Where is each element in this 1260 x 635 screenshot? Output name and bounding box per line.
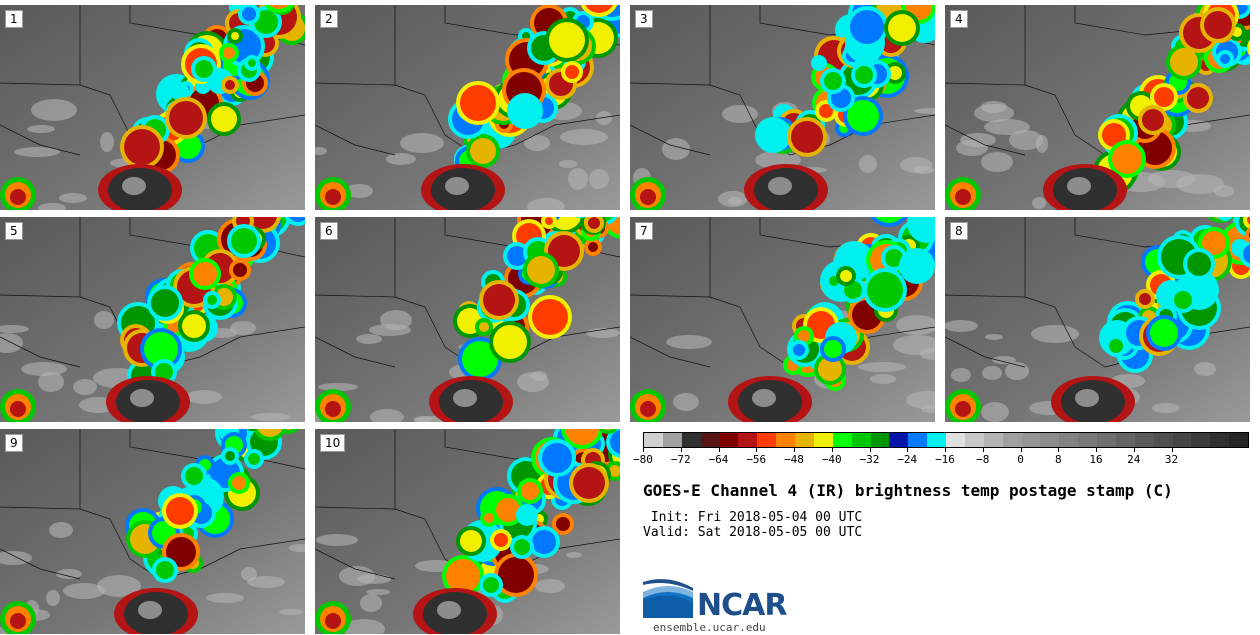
panel-number: 8 xyxy=(950,222,968,240)
colorbar-swatch xyxy=(795,433,814,447)
colorbar-swatch xyxy=(1040,433,1060,447)
colorbar-swatch xyxy=(1002,433,1022,447)
colorbar-tick xyxy=(1058,447,1060,452)
colorbar-swatch xyxy=(946,433,965,447)
valid-time: Valid: Sat 2018-05-05 00 UTC xyxy=(643,525,863,540)
panel-number: 4 xyxy=(950,10,968,28)
colorbar-tick-label: −72 xyxy=(670,453,691,466)
colorbar-tick xyxy=(1171,447,1173,452)
colorbar-tick xyxy=(680,447,682,452)
colorbar-tick-label: −48 xyxy=(784,453,804,466)
site-url[interactable]: ensemble.ucar.edu xyxy=(653,621,766,634)
postage-stamp-panel: 1 xyxy=(0,5,305,210)
colorbar-tick-label: −8 xyxy=(976,453,990,466)
postage-stamp-panel: 6 xyxy=(315,217,620,422)
colorbar-tick-label: 0 xyxy=(1017,453,1024,466)
colorbar-swatch xyxy=(1172,433,1192,447)
ncar-logo-icon xyxy=(643,579,693,618)
colorbar-swatch xyxy=(1153,433,1173,447)
postage-stamp-panel: 2 xyxy=(315,5,620,210)
colorbar-swatch xyxy=(983,433,1003,447)
colorbar-tick-label: −80 xyxy=(633,453,653,466)
colorbar-tick xyxy=(718,447,720,452)
colorbar-swatch xyxy=(738,433,758,447)
colorbar-tick xyxy=(869,447,871,452)
colorbar-tick xyxy=(945,447,946,452)
colorbar-tick-label: −40 xyxy=(821,453,842,466)
panel-number: 6 xyxy=(320,222,338,240)
colorbar-tick-label: 32 xyxy=(1164,453,1179,466)
colorbar-swatch xyxy=(1191,433,1211,447)
panel-number: 10 xyxy=(320,434,346,452)
postage-stamp-panel: 10 xyxy=(315,429,620,634)
colorbar-swatch xyxy=(908,433,928,447)
colorbar-tick xyxy=(982,447,984,452)
colorbar-swatch xyxy=(832,433,852,447)
colorbar-tick-label: −56 xyxy=(746,453,767,466)
colorbar-tick-label: 24 xyxy=(1127,453,1141,466)
postage-stamp-panel: 4 xyxy=(945,5,1250,210)
colorbar-swatch xyxy=(813,433,833,447)
colorbar-tick xyxy=(907,447,909,452)
colorbar-swatch xyxy=(662,433,682,447)
postage-stamp-panel: 7 xyxy=(630,217,935,422)
chart-title: GOES-E Channel 4 (IR) brightness temp po… xyxy=(643,481,1173,500)
colorbar xyxy=(643,432,1249,448)
panel-number: 5 xyxy=(5,222,23,240)
postage-stamp-panel: 8 xyxy=(945,217,1250,422)
colorbar-swatch xyxy=(889,433,909,447)
colorbar-swatch xyxy=(1021,433,1041,447)
colorbar-tick-label: −32 xyxy=(859,453,880,466)
colorbar-tick xyxy=(643,447,644,452)
postage-stamp-panel: 3 xyxy=(630,5,935,210)
colorbar-swatch xyxy=(1059,433,1079,447)
colorbar-swatch xyxy=(700,433,720,447)
colorbar-swatch xyxy=(851,433,871,447)
colorbar-tick-label: 8 xyxy=(1054,453,1062,466)
colorbar-tick-label: −64 xyxy=(708,453,729,466)
colorbar-swatch xyxy=(1115,433,1135,447)
postage-stamp-panel: 5 xyxy=(0,217,305,422)
panel-number: 2 xyxy=(320,10,338,28)
colorbar-tick xyxy=(756,447,758,452)
colorbar-tick xyxy=(1096,447,1097,452)
colorbar-swatch xyxy=(1134,433,1154,447)
colorbar-tick xyxy=(794,447,795,452)
ncar-logo-text: NCAR xyxy=(697,588,787,623)
colorbar-swatch xyxy=(681,433,701,447)
colorbar-swatch xyxy=(1229,433,1248,447)
colorbar-tick xyxy=(1133,447,1135,452)
panel-number: 3 xyxy=(635,10,653,28)
colorbar-swatch xyxy=(964,433,984,447)
colorbar-swatch xyxy=(757,433,777,447)
colorbar-swatch xyxy=(644,433,663,447)
colorbar-swatch xyxy=(776,433,795,447)
panel-number: 1 xyxy=(5,10,23,28)
colorbar-swatch xyxy=(1210,433,1230,447)
colorbar-swatch xyxy=(870,433,890,447)
colorbar-swatch xyxy=(1097,433,1116,447)
colorbar-tick-label: 16 xyxy=(1089,453,1103,466)
colorbar-swatch xyxy=(719,433,739,447)
colorbar-swatch xyxy=(927,433,946,447)
panel-number: 9 xyxy=(5,434,23,452)
colorbar-tick-label: −16 xyxy=(935,453,955,466)
colorbar-tick-label: −24 xyxy=(897,453,918,466)
colorbar-tick xyxy=(1020,447,1022,452)
panel-number: 7 xyxy=(635,222,653,240)
init-time: Init: Fri 2018-05-04 00 UTC xyxy=(643,510,863,525)
colorbar-tick xyxy=(831,447,833,452)
postage-stamp-panel: 9 xyxy=(0,429,305,634)
colorbar-swatch xyxy=(1078,433,1097,447)
